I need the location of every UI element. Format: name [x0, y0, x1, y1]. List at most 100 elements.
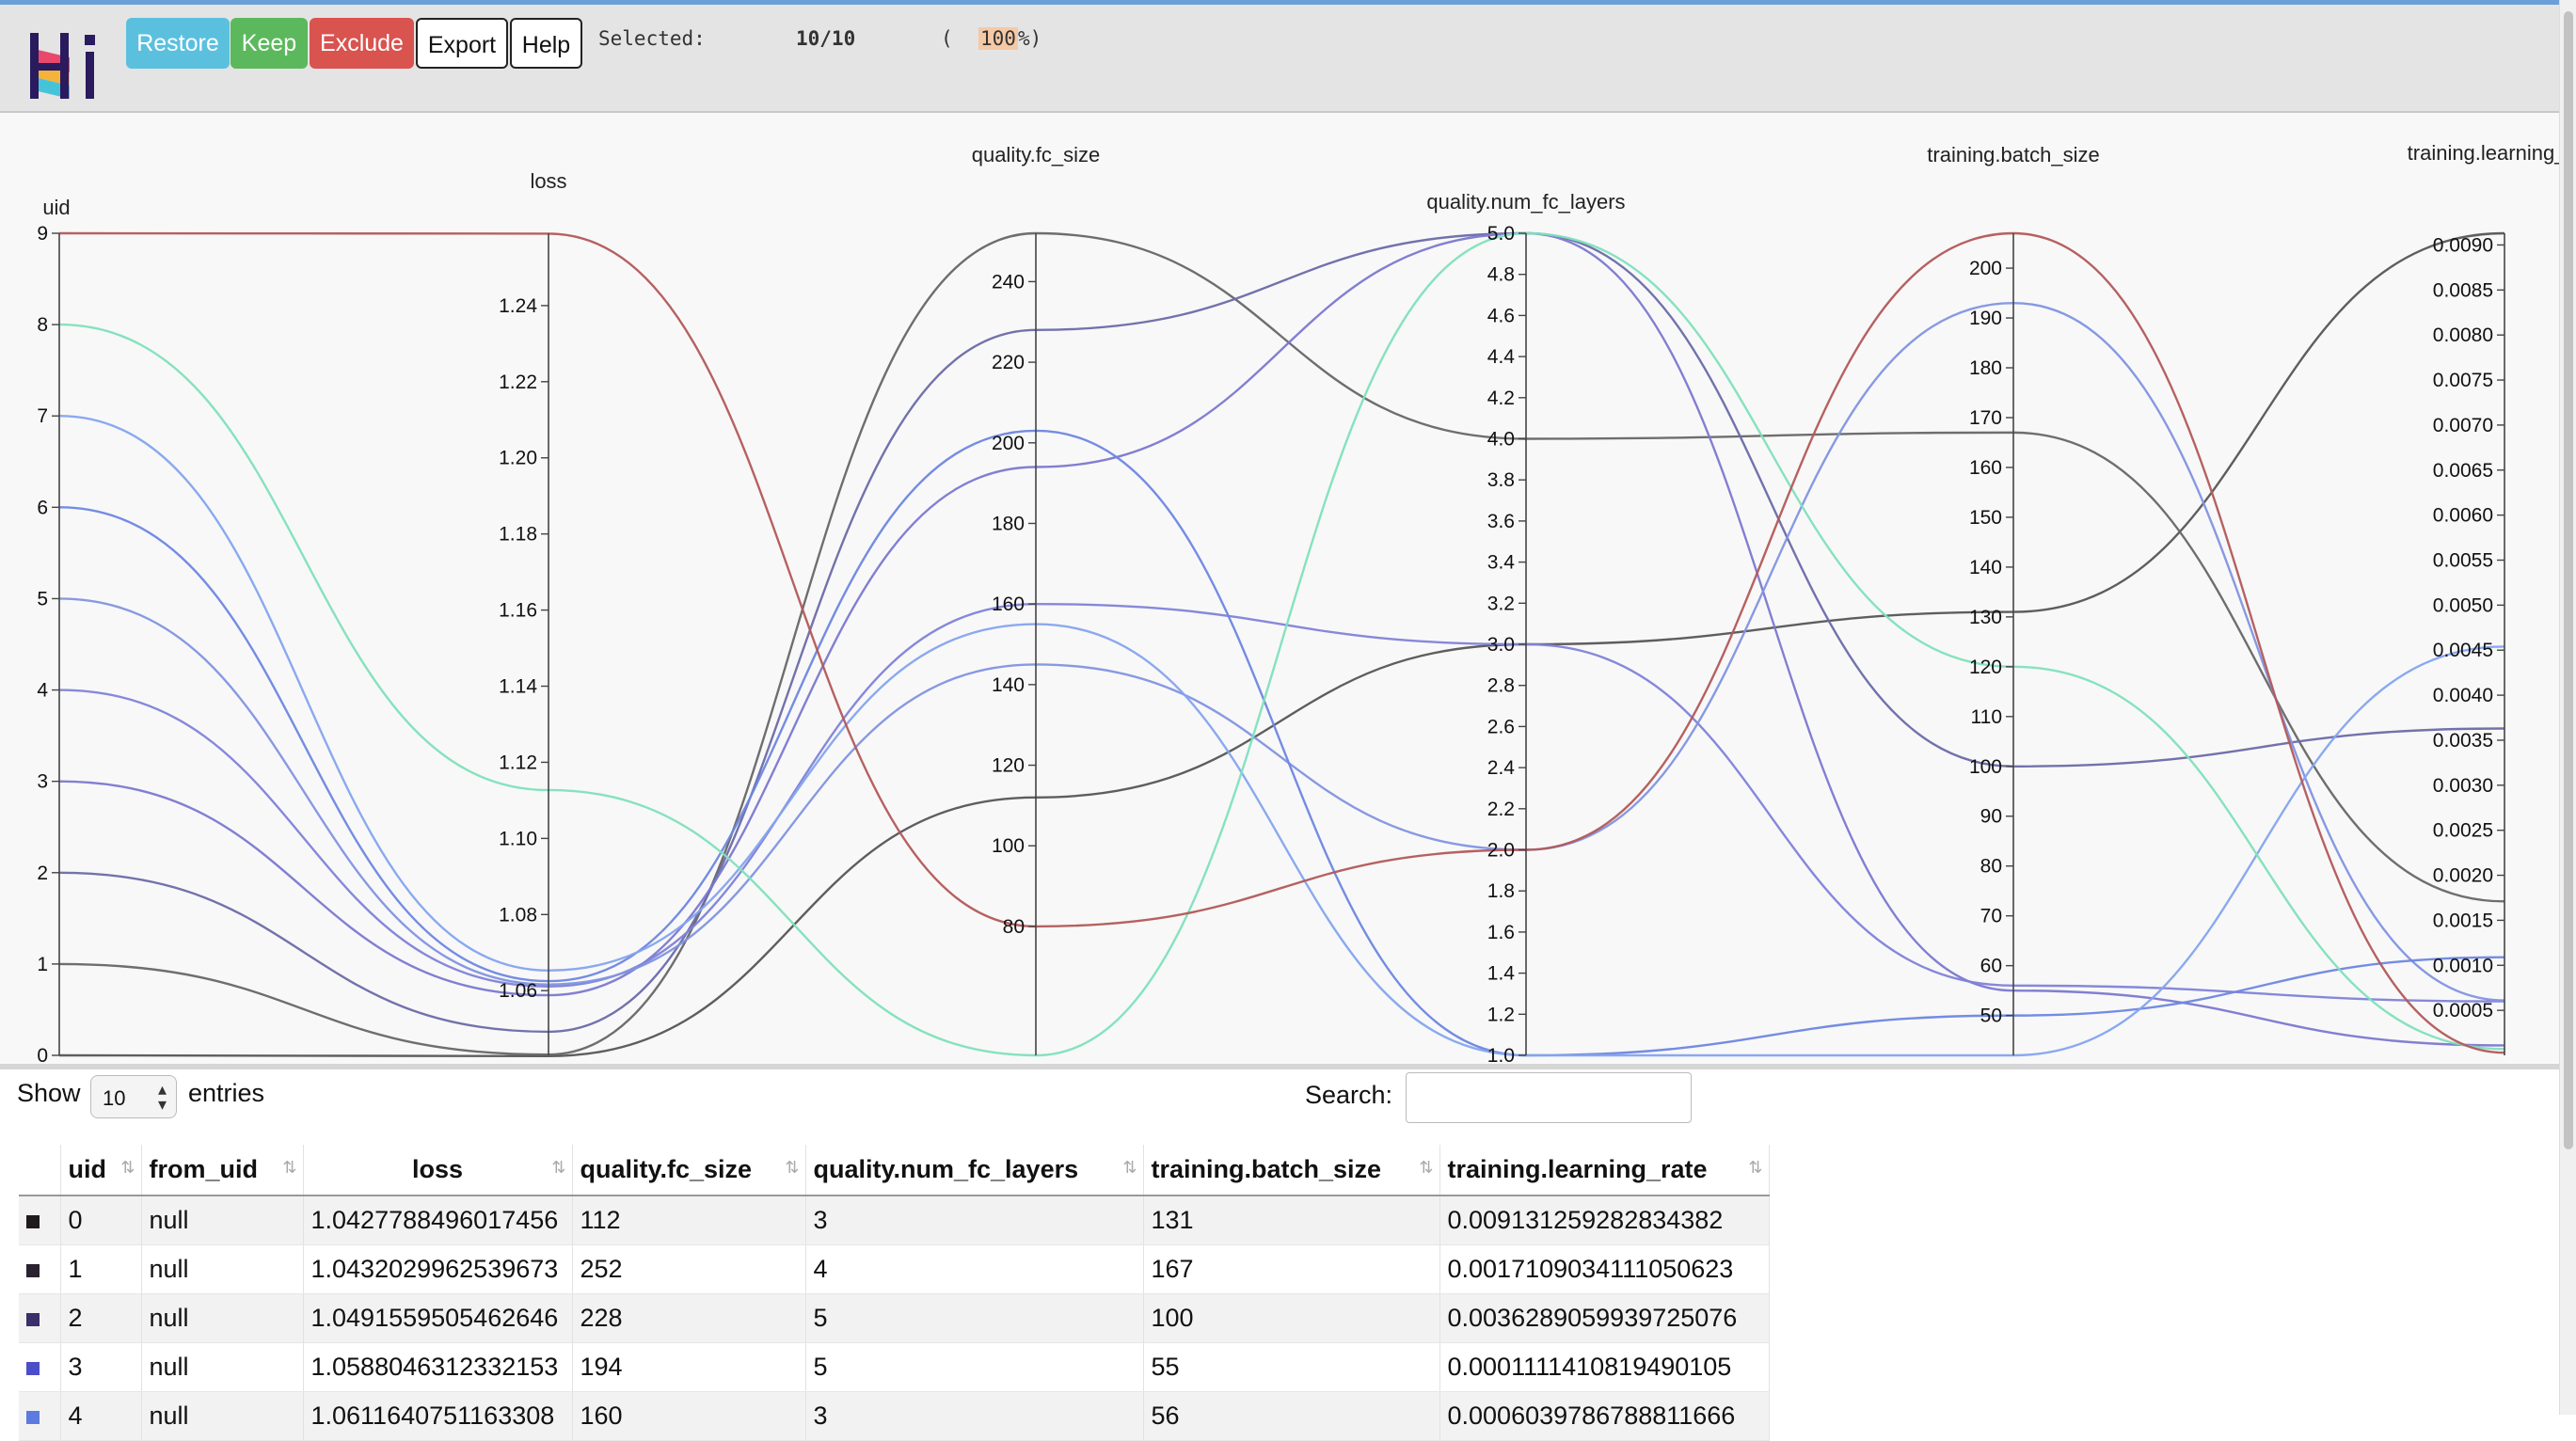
tick-label: 1.06	[499, 980, 537, 1002]
column-label: quality.num_fc_layers	[813, 1155, 1079, 1183]
axis-num_fc_layers[interactable]: 1.0 1.2 1.4 1.6 1.8 2.0 2.2 2.4 2.6 2.8 3.0 3.2 3.4 3…	[1426, 190, 1625, 1067]
column-header-uid[interactable]: uid ⇅	[60, 1145, 142, 1196]
table-row[interactable]: 3 null 1.0588046312332153 194 5 55 0.000…	[19, 1342, 1770, 1392]
selected-pct-open: (	[941, 27, 953, 50]
axis-uid[interactable]: 0 1 2 3 4 5 6 7 8 9 uid	[37, 196, 70, 1067]
batch-size-cell: 100	[1143, 1293, 1440, 1343]
axis-batch_size[interactable]: 50 60 70 80 90 100 110 120 130 140 150 160 170 180 190…	[1927, 143, 2100, 1055]
tick-label: 0.0090	[2433, 234, 2493, 256]
tick-label: 1.4	[1487, 963, 1516, 985]
updown-arrows-icon: ▴ ▾	[157, 1080, 167, 1114]
tick-label: 110	[1971, 706, 2002, 728]
entries-length-select[interactable]: 10 ▴ ▾	[90, 1075, 177, 1118]
series-line-5[interactable]	[58, 301, 2505, 1002]
column-header-fc-size[interactable]: quality.fc_size ⇅	[572, 1145, 806, 1196]
tick-label: 200	[992, 433, 1025, 454]
loss-cell: 1.0588046312332153	[303, 1342, 573, 1392]
tick-label: 240	[992, 271, 1025, 293]
scrollbar-thumb[interactable]	[2564, 11, 2573, 1149]
tick-label: 1.24	[499, 295, 537, 317]
tick-label: 1.10	[499, 828, 537, 849]
table-row[interactable]: 4 null 1.0611640751163308 160 3 56 0.000…	[19, 1391, 1770, 1441]
row-color-swatch	[26, 1361, 40, 1375]
exclude-button[interactable]: Exclude	[310, 18, 414, 69]
tick-label: 0.0005	[2433, 1000, 2493, 1021]
column-label: from_uid	[149, 1155, 259, 1183]
tick-label: 180	[992, 513, 1025, 534]
tick-label: 6	[37, 497, 48, 518]
series-line-6[interactable]	[58, 429, 2505, 1057]
page-scrollbar[interactable]	[2559, 0, 2576, 1415]
split-divider[interactable]	[0, 1064, 2576, 1069]
column-header-loss[interactable]: loss ⇅	[303, 1145, 573, 1196]
axis-label-uid[interactable]: uid	[42, 196, 70, 219]
tick-label: 2.4	[1487, 757, 1516, 779]
series-line-7[interactable]	[58, 415, 2505, 1057]
learning-rate-cell: 0.009131259282834382	[1439, 1196, 1770, 1245]
series-line-0[interactable]	[58, 231, 2505, 1058]
uid-cell: 1	[60, 1244, 142, 1294]
column-header-batch-size[interactable]: training.batch_size ⇅	[1143, 1145, 1440, 1196]
tick-label: 4.8	[1487, 264, 1515, 286]
series-line-9[interactable]	[58, 231, 2505, 1054]
axis-label-learning_rate[interactable]: training.learning_rate	[2408, 141, 2559, 165]
tick-label: 1.0	[1487, 1045, 1515, 1067]
axis-label-fc_size[interactable]: quality.fc_size	[972, 143, 1101, 166]
keep-button[interactable]: Keep	[231, 18, 308, 69]
column-header-from-uid[interactable]: from_uid ⇅	[141, 1145, 304, 1196]
batch-size-cell: 55	[1143, 1342, 1440, 1392]
parallel-coordinates-svg[interactable]: 0 1 2 3 4 5 6 7 8 9 uid 1.06 1.08 1.10 1.12 1.14 1.16 1.1…	[0, 113, 2559, 1068]
series-line-8[interactable]	[58, 231, 2505, 1057]
data-table: uid ⇅ from_uid ⇅ loss ⇅ quality.fc_size ⇅ qu…	[19, 1145, 1770, 1441]
table-row[interactable]: 1 null 1.0432029962539673 252 4 167 0.00…	[19, 1244, 1770, 1294]
row-color-cell	[19, 1342, 61, 1392]
table-row[interactable]: 2 null 1.0491559505462646 228 5 100 0.00…	[19, 1293, 1770, 1343]
axis-loss[interactable]: 1.06 1.08 1.10 1.12 1.14 1.16 1.18 1.20 1.22 1.24…	[499, 169, 567, 1055]
series-line-4[interactable]	[58, 602, 2505, 1003]
num-fc-layers-cell: 3	[805, 1391, 1144, 1441]
tick-label: 90	[1980, 806, 2002, 828]
row-color-swatch	[26, 1214, 40, 1228]
entries-label: entries	[188, 1079, 265, 1107]
tick-label: 1.14	[499, 676, 537, 698]
column-header-num-fc-layers[interactable]: quality.num_fc_layers ⇅	[805, 1145, 1144, 1196]
search-label: Search:	[1305, 1081, 1393, 1109]
tick-label: 1.6	[1487, 922, 1515, 943]
tick-label: 3	[37, 771, 48, 793]
axis-label-loss[interactable]: loss	[530, 169, 566, 193]
loss-cell: 1.0491559505462646	[303, 1293, 573, 1343]
tick-label: 3.2	[1487, 593, 1515, 614]
tick-label: 7	[37, 405, 48, 427]
row-color-swatch	[26, 1263, 40, 1277]
uid-cell: 3	[60, 1342, 142, 1392]
column-label: uid	[68, 1155, 107, 1183]
table-row[interactable]: 0 null 1.0427788496017456 112 3 131 0.00…	[19, 1196, 1770, 1245]
tick-label: 1.12	[499, 752, 537, 773]
axis-fc_size[interactable]: 80 100 120 140 160 180 200 220 240 quality.fc_siz…	[972, 143, 1101, 1055]
sort-icon: ⇅	[1122, 1158, 1137, 1177]
search-input[interactable]	[1406, 1072, 1692, 1123]
loss-cell: 1.0611640751163308	[303, 1391, 573, 1441]
tick-label: 1.22	[499, 372, 537, 393]
loss-cell: 1.0432029962539673	[303, 1244, 573, 1294]
axis-label-num_fc_layers[interactable]: quality.num_fc_layers	[1426, 190, 1625, 214]
from-uid-cell: null	[141, 1342, 304, 1392]
fc-size-cell: 112	[572, 1196, 806, 1245]
selected-label: Selected:	[598, 27, 706, 50]
help-button[interactable]: Help	[510, 18, 582, 69]
tick-label: 120	[1969, 657, 2002, 678]
tick-label: 130	[1969, 607, 2002, 628]
axis-learning_rate[interactable]: 0.0005 0.0010 0.0015 0.0020 0.0025 0.0030 0.00…	[2408, 141, 2559, 1055]
top-accent-line	[0, 0, 2576, 5]
tick-label: 0.0030	[2433, 775, 2493, 797]
parallel-coordinates-plot[interactable]: 0 1 2 3 4 5 6 7 8 9 uid 1.06 1.08 1.10 1.12 1.14 1.16 1.1…	[0, 113, 2576, 1068]
export-button[interactable]: Export	[416, 18, 508, 69]
column-header-color	[19, 1145, 61, 1196]
restore-button[interactable]: Restore	[126, 18, 230, 69]
learning-rate-cell: 0.0036289059939725076	[1439, 1293, 1770, 1343]
hiplot-logo	[30, 33, 95, 99]
tick-label: 3.0	[1487, 634, 1515, 656]
axis-label-batch_size[interactable]: training.batch_size	[1927, 143, 2099, 166]
tick-label: 220	[992, 352, 1025, 373]
column-header-learning-rate[interactable]: training.learning_rate ⇅	[1439, 1145, 1770, 1196]
